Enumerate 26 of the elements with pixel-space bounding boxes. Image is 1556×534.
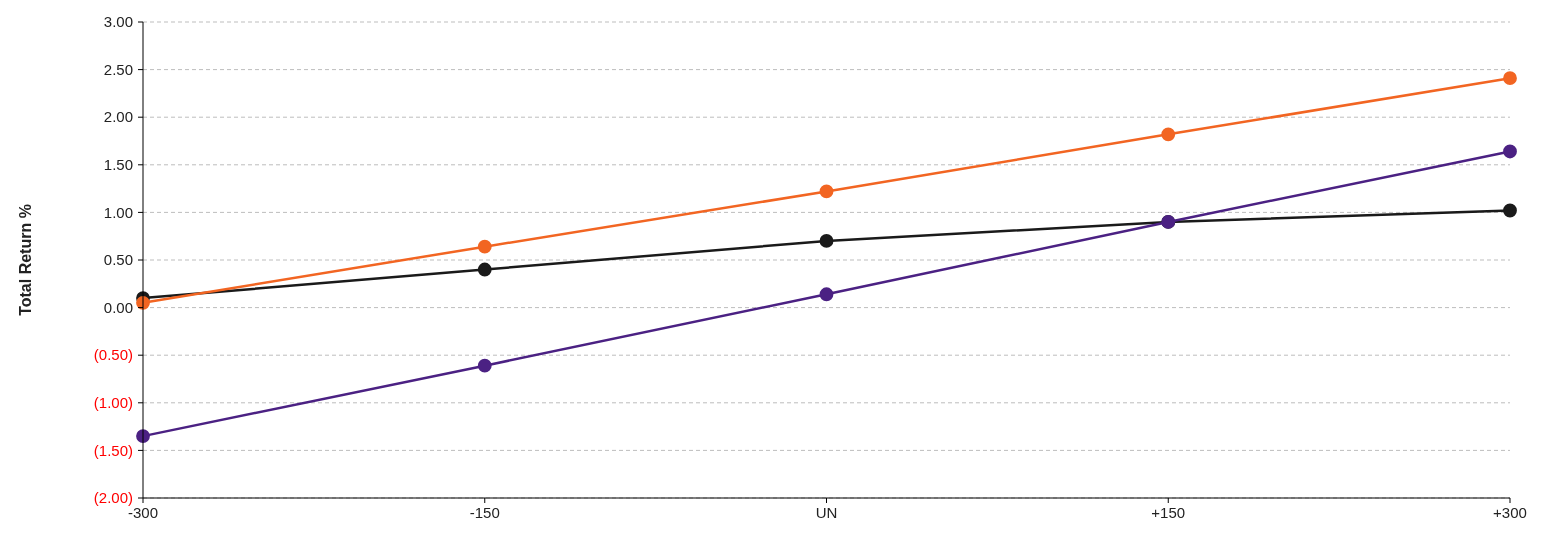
point [1503, 71, 1517, 86]
point [477, 358, 492, 373]
x-tick-label: +300 [1493, 504, 1527, 521]
y-tick-label: 3.00 [103, 13, 133, 31]
y-tick-label: 0.50 [103, 251, 133, 269]
y-tick-label: 2.50 [103, 60, 133, 78]
point [477, 262, 492, 277]
point [819, 184, 834, 199]
x-tick-label: +150 [1151, 504, 1186, 521]
x-tick-label: UN [815, 504, 838, 521]
x-tick-label: -150 [469, 504, 500, 521]
point [819, 234, 834, 248]
y-tick-label: 1.00 [103, 203, 133, 221]
y-tick-label: 1.50 [103, 156, 133, 174]
y-tick-label: (1.00) [93, 394, 133, 412]
y-tick-label: (2.00) [93, 489, 133, 507]
point [1503, 203, 1517, 218]
y-tick-label: (1.50) [93, 441, 133, 459]
y-tick-label: (0.50) [93, 346, 133, 364]
y-tick-label: 0.00 [103, 298, 133, 316]
point [819, 287, 834, 302]
y-axis-title: Total Return % [17, 204, 34, 316]
y-tick-label: 2.00 [103, 108, 133, 126]
point [1503, 144, 1517, 159]
point [1161, 127, 1176, 142]
point [477, 239, 492, 254]
